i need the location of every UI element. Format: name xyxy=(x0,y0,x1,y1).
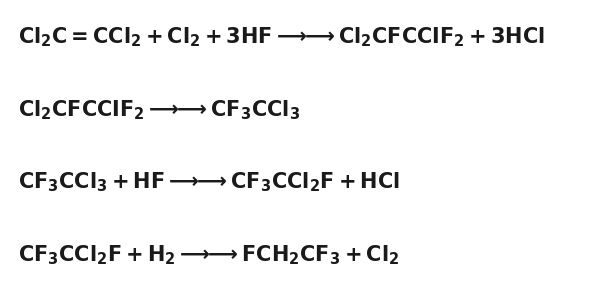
Text: $\mathbf{CF_3CCl_2F + H_2 \longrightarrow\!\!\!\longrightarrow FCH_2CF_3 + Cl_2}: $\mathbf{CF_3CCl_2F + H_2 \longrightarro… xyxy=(18,243,400,267)
Text: $\mathbf{Cl_2CFCCIF_2 \longrightarrow\!\!\!\longrightarrow CF_3CCl_3}$: $\mathbf{Cl_2CFCCIF_2 \longrightarrow\!\… xyxy=(18,98,300,122)
Text: $\mathbf{Cl_2C{=}CCl_2 + Cl_2 + 3HF \longrightarrow\!\!\!\longrightarrow Cl_2CFC: $\mathbf{Cl_2C{=}CCl_2 + Cl_2 + 3HF \lon… xyxy=(18,26,545,49)
Text: $\mathbf{CF_3CCl_3 + HF \longrightarrow\!\!\!\longrightarrow CF_3CCl_2F + HCl}$: $\mathbf{CF_3CCl_3 + HF \longrightarrow\… xyxy=(18,171,400,194)
